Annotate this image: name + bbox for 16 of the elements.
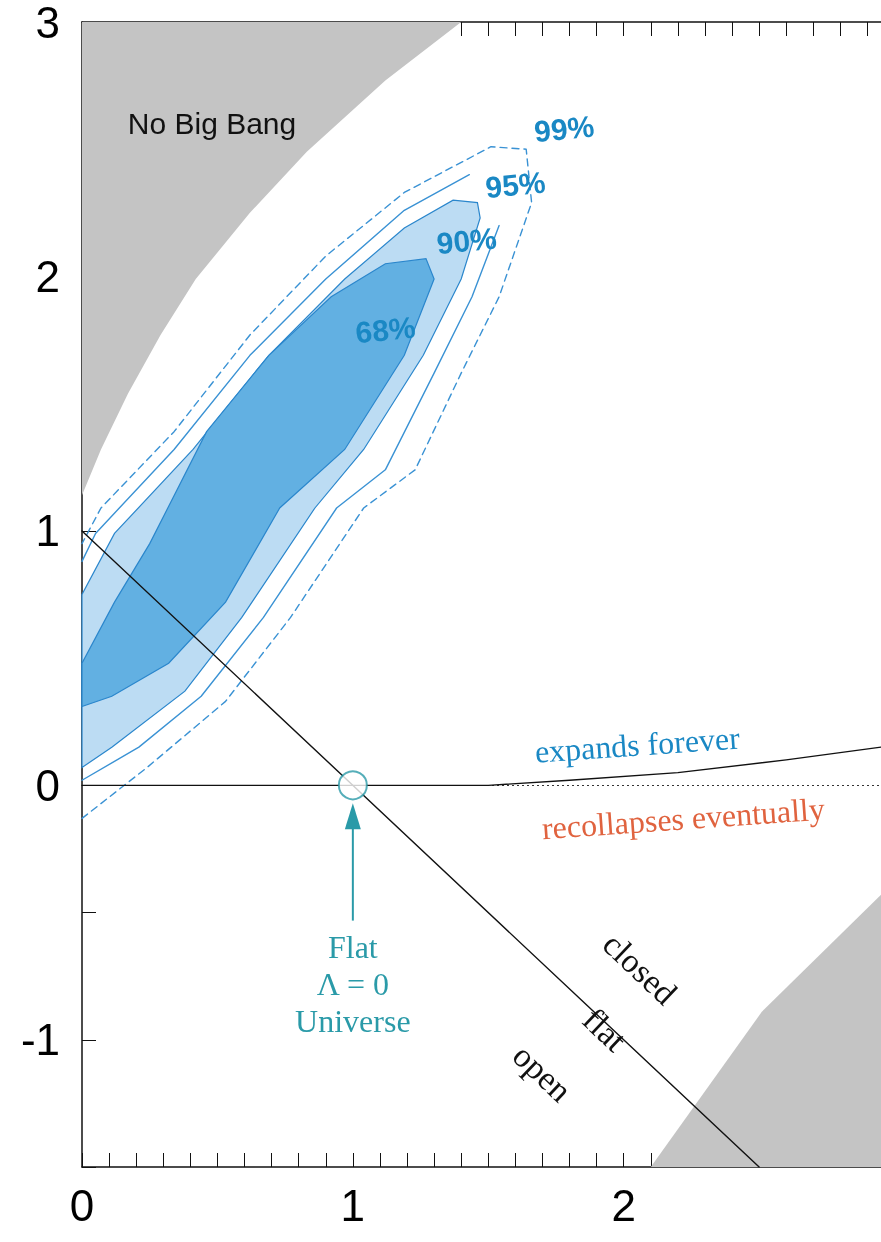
y-tick-label: 0 <box>35 760 60 810</box>
annotation: 90% <box>435 221 499 261</box>
y-tick-label: 3 <box>35 0 60 47</box>
x-tick-label: 1 <box>340 1180 366 1230</box>
annotation: 68% <box>353 310 417 350</box>
annotation: Flat Λ = 0 Universe <box>295 929 411 1039</box>
annotation: No Big Bang <box>127 107 297 141</box>
y-tick-label: -1 <box>20 1015 60 1065</box>
y-tick-label: 1 <box>35 506 60 556</box>
annotation: expands forever <box>533 719 742 770</box>
annotation: 99% <box>532 109 596 149</box>
annotation: 95% <box>483 165 547 205</box>
annotation: recollapses eventually <box>540 790 826 847</box>
y-tick-label: 2 <box>35 251 60 301</box>
x-tick-label: 0 <box>69 1180 95 1230</box>
x-tick-label: 2 <box>611 1180 636 1230</box>
